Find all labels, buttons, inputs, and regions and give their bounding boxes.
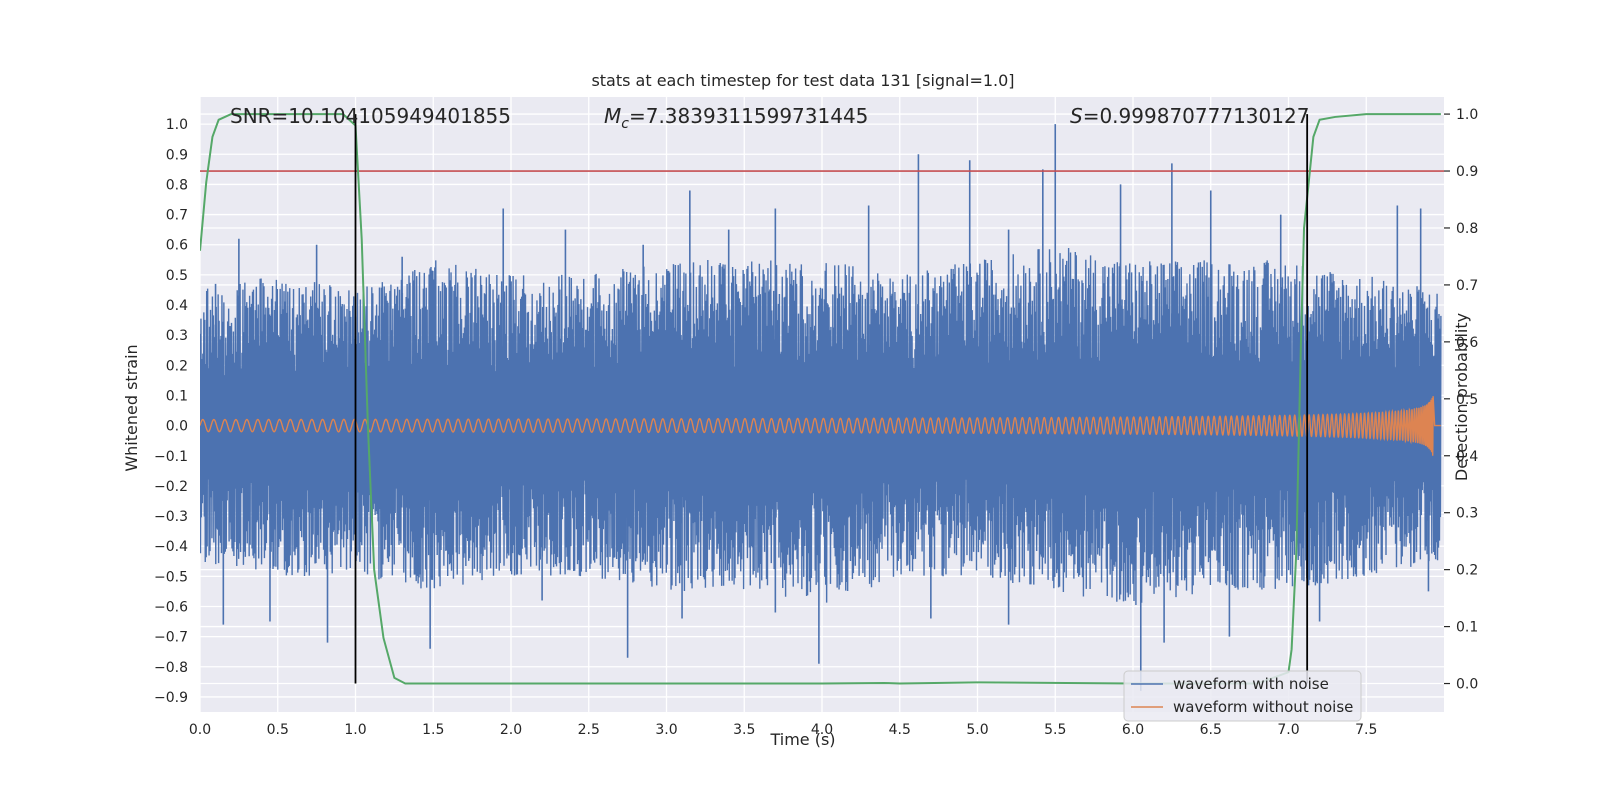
y-left-tick-label: −0.5 xyxy=(154,569,188,585)
x-tick-label: 3.0 xyxy=(655,722,677,738)
chart-title: stats at each timestep for test data 131… xyxy=(591,71,1014,90)
y-left-axis-label: Whitened strain xyxy=(122,344,141,471)
chirp-mass-symbol: M xyxy=(604,104,621,128)
x-tick-label: 4.0 xyxy=(811,722,833,738)
y-right-tick-label: 0.0 xyxy=(1456,677,1478,693)
y-left-tick-label: 0.6 xyxy=(166,238,188,254)
x-tick-label: 7.0 xyxy=(1277,722,1299,738)
x-axis-ticks: 0.0 0.5 1.0 1.5 2.0 2.5 3.0 3.5 4.0 4.5 5.0 5.5 6.0 6… xyxy=(189,722,1378,738)
series-waveform-with-noise xyxy=(200,124,1442,691)
y-right-tick-label: 0.5 xyxy=(1456,392,1478,408)
y-left-tick-label: −0.7 xyxy=(154,630,188,646)
y-left-tick-label: −0.2 xyxy=(154,479,188,495)
x-tick-label: 6.0 xyxy=(1122,722,1144,738)
y-left-tick-label: 0.8 xyxy=(166,177,188,193)
y-left-tick-label: −0.3 xyxy=(154,509,188,525)
y-right-tick-label: 0.1 xyxy=(1456,620,1478,636)
legend-label-clean: waveform without noise xyxy=(1173,698,1353,716)
x-tick-label: 1.0 xyxy=(344,722,366,738)
y-left-tick-label: 0.4 xyxy=(166,298,188,314)
y-right-tick-label: 0.4 xyxy=(1456,449,1478,465)
y-left-tick-label: 0.0 xyxy=(166,419,188,435)
y-left-tick-label: 0.7 xyxy=(166,208,188,224)
y-right-tick-label: 0.8 xyxy=(1456,221,1478,237)
y-right-tick-label: 0.6 xyxy=(1456,335,1478,351)
legend-box xyxy=(1123,670,1362,722)
x-tick-label: 6.5 xyxy=(1200,722,1222,738)
x-tick-label: 7.5 xyxy=(1355,722,1377,738)
chirp-mass-annotation: Mc=7.3839311599731445 xyxy=(604,104,868,132)
y-left-tick-label: 0.3 xyxy=(166,328,188,344)
y-left-tick-label: −0.6 xyxy=(154,599,188,615)
x-tick-label: 2.5 xyxy=(578,722,600,738)
y-right-tick-label: 0.9 xyxy=(1456,164,1478,180)
y-left-tick-label: 0.1 xyxy=(166,388,188,404)
s-symbol: S xyxy=(1070,104,1083,128)
series-waveform-without-noise xyxy=(200,396,1441,456)
x-tick-label: 4.5 xyxy=(889,722,911,738)
y-right-axis-ticks: 1.0 0.9 0.8 0.7 0.6 0.5 0.4 0.3 0.2 0.1 0.0 xyxy=(1444,107,1478,693)
y-left-tick-label: 0.2 xyxy=(166,358,188,374)
x-tick-label: 3.5 xyxy=(733,722,755,738)
y-right-tick-label: 0.3 xyxy=(1456,506,1478,522)
y-left-tick-label: 1.0 xyxy=(166,117,188,133)
y-left-tick-label: −0.8 xyxy=(154,660,188,676)
y-right-tick-label: 0.7 xyxy=(1456,278,1478,294)
x-axis-label: Time (s) xyxy=(769,730,835,749)
x-tick-label: 5.0 xyxy=(966,722,988,738)
x-tick-label: 0.0 xyxy=(189,722,211,738)
legend-label-noise: waveform with noise xyxy=(1173,675,1329,693)
legend: waveform with noise waveform without noi… xyxy=(1123,670,1362,722)
x-tick-label: 1.5 xyxy=(422,722,444,738)
chirp-mass-subscript: c xyxy=(621,116,629,132)
chirp-mass-value: =7.3839311599731445 xyxy=(629,104,868,128)
y-right-tick-label: 0.2 xyxy=(1456,563,1478,579)
y-left-tick-label: 0.9 xyxy=(166,147,188,163)
x-tick-label: 2.0 xyxy=(500,722,522,738)
y-right-axis-label: Detection probability xyxy=(1452,313,1471,481)
snr-annotation: SNR=10.104105949401855 xyxy=(230,104,511,128)
y-left-tick-label: 0.5 xyxy=(166,268,188,284)
x-tick-label: 5.5 xyxy=(1044,722,1066,738)
overlay xyxy=(200,113,1444,685)
y-left-tick-label: −0.9 xyxy=(154,690,188,706)
noise-line xyxy=(200,247,1442,606)
detection-probability-line xyxy=(200,113,1441,685)
s-value: =0.999870777130127 xyxy=(1083,104,1310,128)
x-tick-label: 0.5 xyxy=(267,722,289,738)
clean-line xyxy=(200,396,1441,456)
s-annotation: S=0.999870777130127 xyxy=(1070,104,1309,128)
y-left-axis-ticks: 1.0 0.9 0.8 0.7 0.6 0.5 0.4 0.3 0.2 0.1 0.0 −0.1 −0.… xyxy=(154,117,188,706)
y-right-tick-label: 1.0 xyxy=(1456,107,1478,123)
y-left-tick-label: −0.4 xyxy=(154,539,188,555)
y-left-tick-label: −0.1 xyxy=(154,449,188,465)
